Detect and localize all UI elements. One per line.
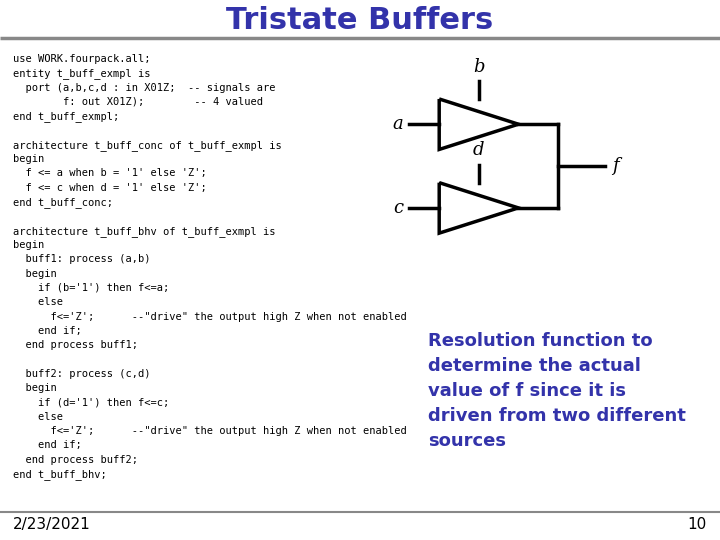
Text: use WORK.fourpack.all;: use WORK.fourpack.all; <box>13 54 150 64</box>
Text: architecture t_buff_bhv of t_buff_exmpl is: architecture t_buff_bhv of t_buff_exmpl … <box>13 226 276 237</box>
Text: end if;: end if; <box>13 441 81 450</box>
Text: d: d <box>473 141 485 159</box>
Text: f: out X01Z);        -- 4 valued: f: out X01Z); -- 4 valued <box>13 97 263 107</box>
Text: 10: 10 <box>688 517 707 532</box>
Text: port (a,b,c,d : in X01Z;  -- signals are: port (a,b,c,d : in X01Z; -- signals are <box>13 83 276 93</box>
Text: f <= a when b = '1' else 'Z';: f <= a when b = '1' else 'Z'; <box>13 168 207 179</box>
Text: if (d='1') then f<=c;: if (d='1') then f<=c; <box>13 397 169 408</box>
Text: else: else <box>13 297 63 307</box>
Text: end t_buff_bhv;: end t_buff_bhv; <box>13 469 107 480</box>
Text: buff2: process (c,d): buff2: process (c,d) <box>13 369 150 379</box>
Text: end process buff2;: end process buff2; <box>13 455 138 465</box>
Text: f<='Z';      --"drive" the output high Z when not enabled: f<='Z'; --"drive" the output high Z when… <box>13 312 407 322</box>
Text: if (b='1') then f<=a;: if (b='1') then f<=a; <box>13 283 169 293</box>
Text: begin: begin <box>13 268 57 279</box>
Text: begin: begin <box>13 154 44 164</box>
Text: f: f <box>612 157 618 175</box>
Text: c: c <box>393 199 403 217</box>
Text: f<='Z';      --"drive" the output high Z when not enabled: f<='Z'; --"drive" the output high Z when… <box>13 426 407 436</box>
Text: begin: begin <box>13 240 44 250</box>
Text: architecture t_buff_conc of t_buff_exmpl is: architecture t_buff_conc of t_buff_exmpl… <box>13 140 282 151</box>
Text: else: else <box>13 411 63 422</box>
Text: end t_buff_conc;: end t_buff_conc; <box>13 197 113 208</box>
Text: b: b <box>473 58 485 76</box>
Text: f <= c when d = '1' else 'Z';: f <= c when d = '1' else 'Z'; <box>13 183 207 193</box>
Text: Resolution function to
determine the actual
value of f since it is
driven from t: Resolution function to determine the act… <box>428 332 686 450</box>
Text: end process buff1;: end process buff1; <box>13 340 138 350</box>
Text: a: a <box>392 115 403 133</box>
Text: buff1: process (a,b): buff1: process (a,b) <box>13 254 150 265</box>
Text: Tristate Buffers: Tristate Buffers <box>226 6 494 35</box>
Text: end if;: end if; <box>13 326 81 336</box>
Text: begin: begin <box>13 383 57 393</box>
Text: 2/23/2021: 2/23/2021 <box>13 517 91 532</box>
Text: entity t_buff_exmpl is: entity t_buff_exmpl is <box>13 68 150 79</box>
Text: end t_buff_exmpl;: end t_buff_exmpl; <box>13 111 120 122</box>
